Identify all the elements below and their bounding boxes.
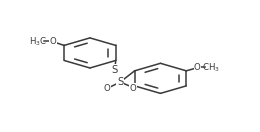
Text: S: S [112,65,118,75]
Text: O: O [130,84,136,93]
Text: O: O [194,63,201,72]
Text: H$_3$C: H$_3$C [29,35,48,48]
Text: S: S [117,77,123,87]
Text: O: O [50,37,56,46]
Text: CH$_3$: CH$_3$ [202,61,220,74]
Text: O: O [104,84,110,93]
